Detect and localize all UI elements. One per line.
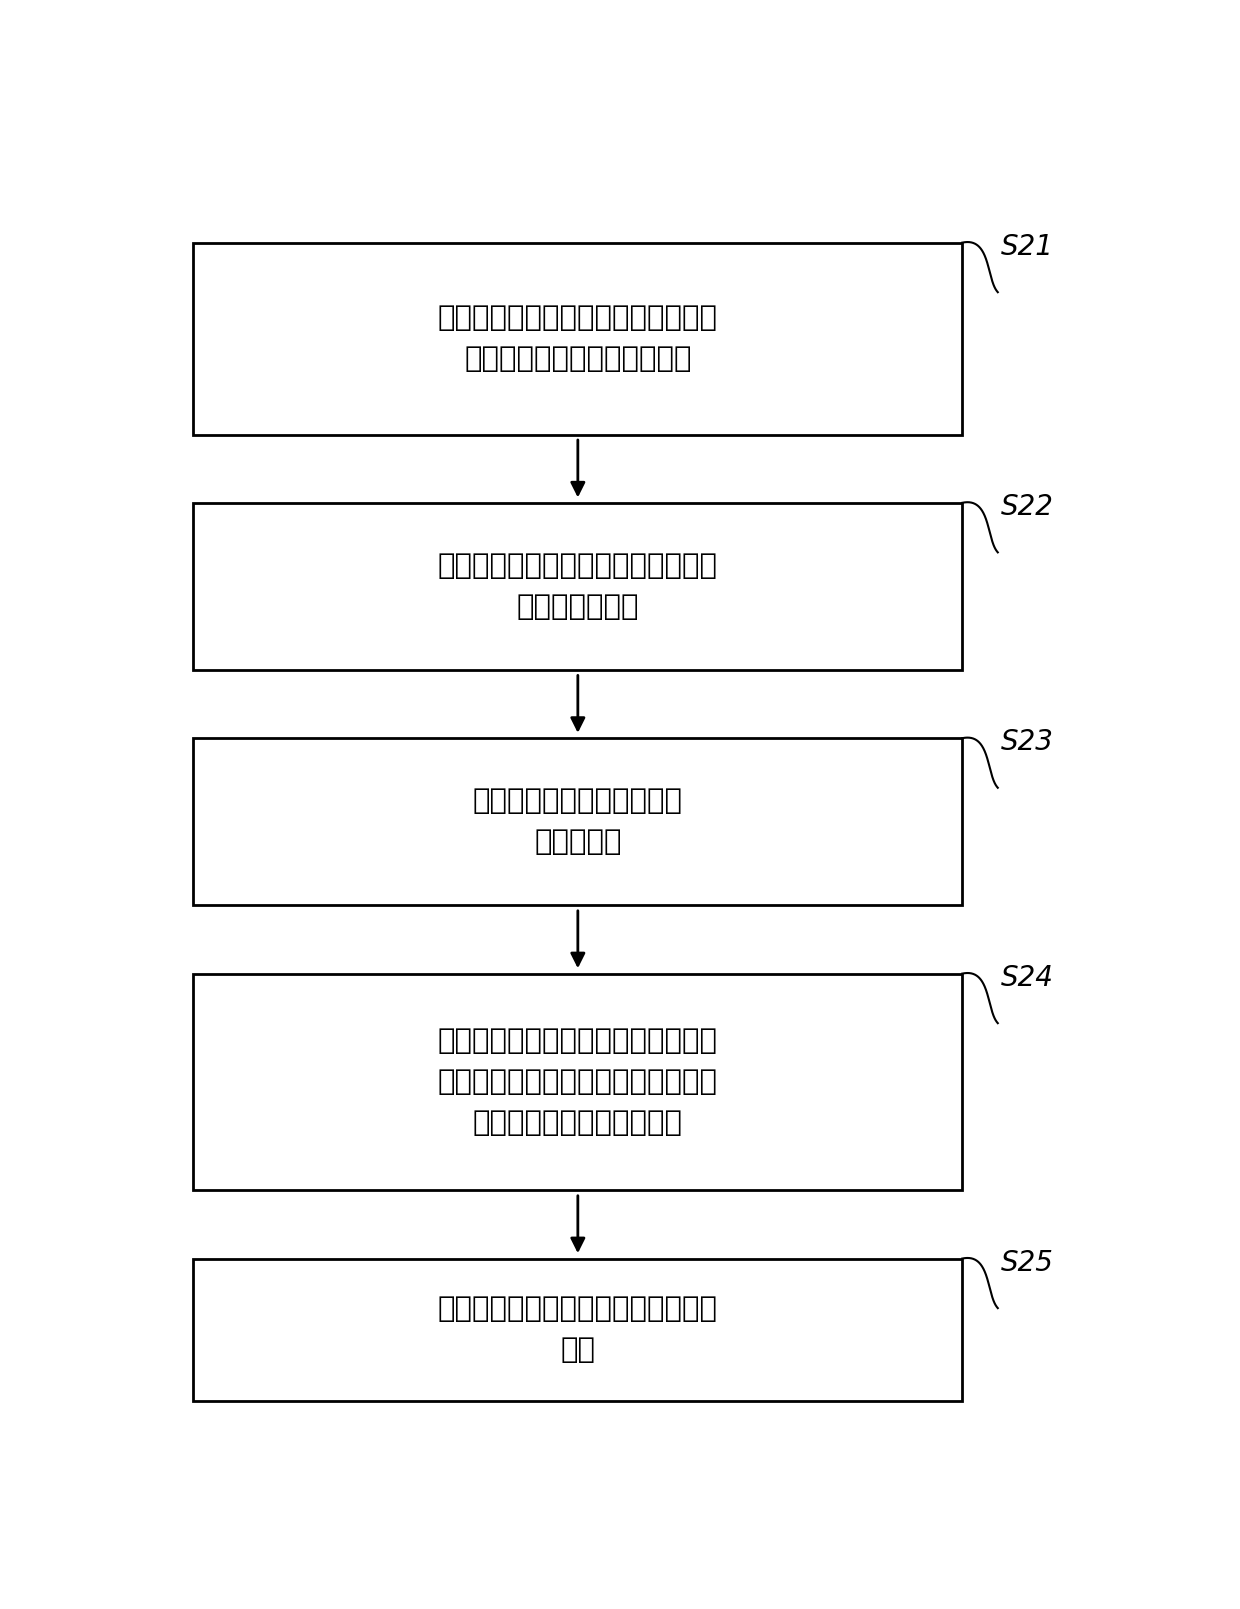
Text: S25: S25 [1001,1249,1054,1276]
Text: 接收拍摄指令，对目标预览图像进行
拍摄: 接收拍摄指令，对目标预览图像进行 拍摄 [438,1295,718,1364]
Bar [193,502,962,669]
Text: S23: S23 [1001,729,1054,756]
Text: 展示被选择的拍摄对象支持调整的至
少一个目标参数: 展示被选择的拍摄对象支持调整的至 少一个目标参数 [438,552,718,621]
Text: S22: S22 [1001,492,1054,521]
Text: S21: S21 [1001,233,1054,261]
Text: 接收针对至少一个目标参数
的选择操作: 接收针对至少一个目标参数 的选择操作 [472,787,683,856]
Text: S24: S24 [1001,964,1054,991]
Bar [193,973,962,1191]
Bar [193,243,962,434]
Bar [193,739,962,906]
Text: 将预览图像中被选择的拍摄对象的图
像中的相应参数调整为被选择的目标
参数，以生成目标预览图像: 将预览图像中被选择的拍摄对象的图 像中的相应参数调整为被选择的目标 参数，以生成… [438,1027,718,1138]
Text: 接收针对终端的摄像装置采集的预览
图像中的拍摄对象的选择操作: 接收针对终端的摄像装置采集的预览 图像中的拍摄对象的选择操作 [438,304,718,373]
Bar [193,1258,962,1401]
